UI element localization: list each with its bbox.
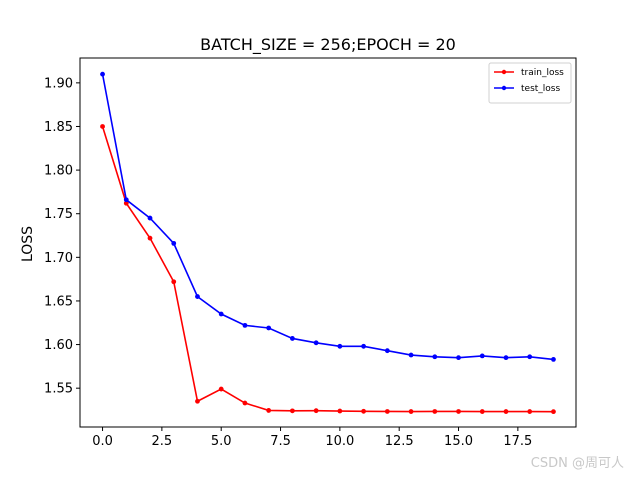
legend-label-train_loss: train_loss [521, 68, 564, 78]
data-point-test_loss [218, 311, 224, 317]
data-point-test_loss [503, 355, 509, 361]
data-point-test_loss [456, 355, 461, 361]
data-point-test_loss [266, 325, 272, 331]
x-tick-label: 2.5 [152, 434, 173, 449]
y-tick-label: 1.60 [44, 338, 73, 353]
y-tick-label: 1.75 [44, 207, 73, 222]
data-point-test_loss [384, 348, 390, 354]
data-point-train_loss [147, 235, 153, 241]
y-tick-label: 1.85 [44, 120, 73, 135]
data-point-train_loss [266, 408, 272, 413]
y-tick-label: 1.55 [44, 382, 73, 397]
data-point-test_loss [361, 343, 366, 349]
data-point-train_loss [527, 409, 533, 414]
plot-frame [79, 57, 577, 428]
data-point-test_loss [100, 71, 105, 77]
data-point-train_loss [479, 409, 485, 414]
data-point-train_loss [361, 408, 366, 414]
data-point-train_loss [551, 409, 556, 415]
legend-label-test_loss: test_loss [521, 84, 560, 94]
x-tick-label: 12.5 [385, 434, 414, 449]
data-point-train_loss [384, 409, 390, 414]
data-point-test_loss [290, 336, 295, 341]
data-point-test_loss [242, 322, 248, 328]
x-tick-label: 0.0 [92, 434, 113, 449]
data-point-train_loss [432, 409, 438, 414]
y-axis-label: LOSS [20, 226, 36, 262]
data-point-train_loss [313, 408, 319, 414]
y-axis: 1.55 1.60 1.65 1.70 1.75 1.80 1.85 1.90 [44, 76, 80, 397]
watermark: CSDN @周可人 [530, 456, 624, 471]
y-tick-label: 1.70 [44, 251, 73, 266]
data-point-test_loss [147, 215, 153, 221]
x-tick-label: 10.0 [325, 434, 354, 449]
data-point-train_loss [195, 398, 200, 404]
y-tick-label: 1.80 [44, 164, 73, 179]
series-line-train_loss [101, 126, 554, 413]
x-tick-label: 7.5 [270, 434, 291, 449]
data-point-train_loss [123, 200, 129, 206]
data-point-test_loss [432, 354, 438, 360]
data-point-test_loss [408, 352, 414, 358]
data-point-train_loss [171, 279, 177, 285]
x-tick-label: 17.5 [503, 434, 532, 449]
data-point-train_loss [242, 400, 248, 406]
data-point-test_loss [527, 354, 533, 360]
legend-box [488, 62, 572, 104]
legend-marker-test_loss [501, 85, 507, 91]
data-point-train_loss [503, 409, 509, 414]
data-point-test_loss [171, 240, 177, 246]
plot-area [100, 71, 556, 415]
data-point-train_loss [456, 409, 461, 414]
chart-title: BATCH_SIZE = 256;EPOCH = 20 [200, 35, 456, 55]
data-point-test_loss [313, 340, 319, 346]
series-line-test_loss [101, 73, 554, 361]
data-point-test_loss [551, 356, 556, 362]
y-tick-label: 1.90 [44, 76, 73, 91]
x-axis: 0.0 2.5 5.0 7.5 10.0 12.5 15.0 17.5 [92, 427, 532, 449]
x-tick-label: 15.0 [444, 434, 473, 449]
y-tick-label: 1.65 [44, 294, 73, 309]
data-point-train_loss [408, 409, 414, 414]
data-point-train_loss [218, 386, 224, 392]
legend-marker-train_loss [501, 69, 507, 75]
data-point-test_loss [479, 353, 485, 359]
x-tick-label: 5.0 [211, 434, 232, 449]
data-point-test_loss [123, 197, 129, 203]
data-point-train_loss [290, 408, 295, 414]
data-point-train_loss [337, 408, 343, 414]
data-point-test_loss [195, 294, 200, 299]
data-point-train_loss [100, 124, 105, 129]
legend: train_loss test_loss [488, 62, 572, 104]
data-point-test_loss [337, 343, 343, 349]
